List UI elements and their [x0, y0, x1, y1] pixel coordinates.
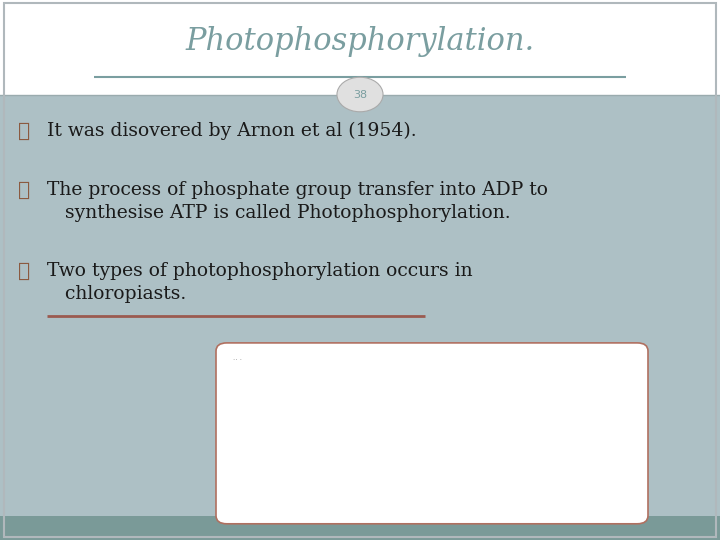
Text: 蛙: 蛙 — [18, 262, 30, 281]
Text: It was disovered by Arnon et al (1954).: It was disovered by Arnon et al (1954). — [47, 122, 416, 140]
Text: Two types of photophosphorylation occurs in
   chloropiasts.: Two types of photophosphorylation occurs… — [47, 262, 472, 303]
Text: .. .: .. . — [233, 355, 242, 361]
FancyBboxPatch shape — [0, 516, 720, 540]
Text: 蛙: 蛙 — [18, 181, 30, 200]
Text: The process of phosphate group transfer into ADP to
   synthesise ATP is called : The process of phosphate group transfer … — [47, 181, 548, 222]
FancyBboxPatch shape — [0, 94, 720, 516]
Text: 38: 38 — [353, 90, 367, 99]
Circle shape — [337, 77, 383, 112]
FancyBboxPatch shape — [0, 0, 720, 94]
Text: Photophosphorylation.: Photophosphorylation. — [185, 26, 535, 57]
FancyBboxPatch shape — [216, 343, 648, 524]
Text: 蛙: 蛙 — [18, 122, 30, 140]
